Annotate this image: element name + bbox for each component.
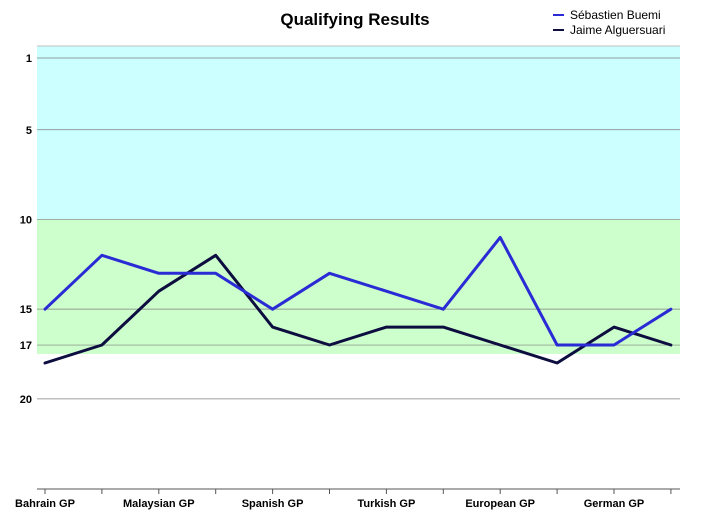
series-lines bbox=[43, 235, 673, 365]
x-tick-label-2: Spanish GP bbox=[242, 498, 304, 510]
band-0 bbox=[37, 46, 680, 220]
x-tick-label-1: Malaysian GP bbox=[123, 498, 195, 510]
x-tick-label-0: Bahrain GP bbox=[15, 498, 75, 510]
y-tick-label-17: 17 bbox=[20, 340, 32, 352]
y-tick-label-5: 5 bbox=[26, 125, 32, 137]
series-line-1 bbox=[43, 253, 673, 365]
y-tick-label-10: 10 bbox=[20, 214, 32, 226]
x-tick-label-4: European GP bbox=[465, 498, 535, 510]
chart-title: Qualifying Results bbox=[280, 10, 429, 29]
legend-label-buemi: Sébastien Buemi bbox=[570, 8, 661, 22]
grid-lines bbox=[37, 45, 680, 494]
background-bands bbox=[37, 46, 680, 355]
legend: Sébastien Buemi Jaime Alguersuari bbox=[553, 8, 665, 37]
x-tick-label-5: German GP bbox=[584, 498, 645, 510]
x-tick-label-3: Turkish GP bbox=[357, 498, 415, 510]
y-tick-label-20: 20 bbox=[20, 394, 32, 406]
legend-label-alguersuari: Jaime Alguersuari bbox=[570, 23, 665, 37]
x-tick-labels: Bahrain GP Malaysian GP Spanish GP Turkish … bbox=[15, 498, 644, 510]
y-tick-label-15: 15 bbox=[20, 304, 32, 316]
series-line-0 bbox=[43, 235, 673, 347]
y-tick-label-1: 1 bbox=[26, 53, 32, 65]
band-1 bbox=[37, 219, 680, 355]
